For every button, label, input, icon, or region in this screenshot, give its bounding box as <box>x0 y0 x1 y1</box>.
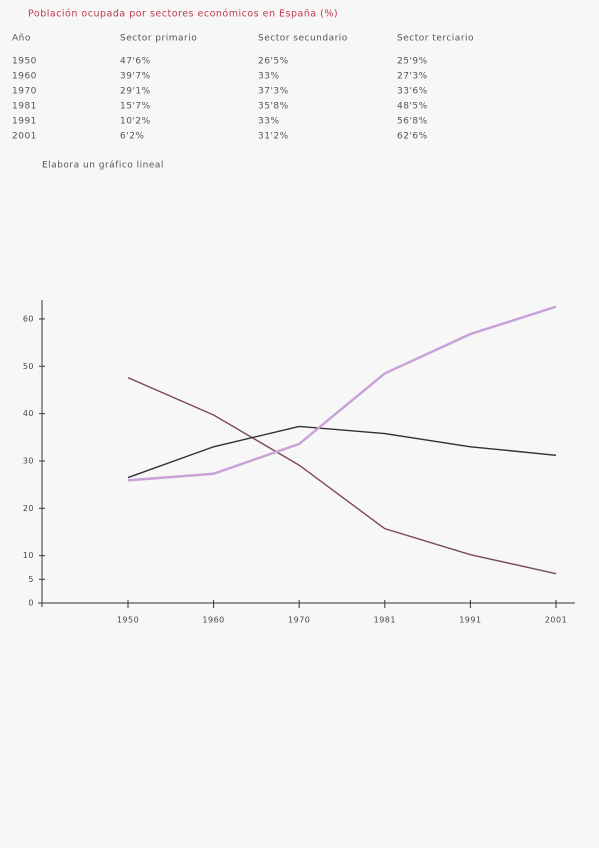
table-cell: 2001 <box>12 132 37 142</box>
table-cell: 29'1% <box>120 87 151 97</box>
series-line <box>127 425 557 479</box>
y-tick-label: 5 <box>28 575 34 584</box>
table-cell: 6'2% <box>120 132 144 142</box>
table-cell: 48'5% <box>397 102 428 112</box>
table-cell: 33'6% <box>397 87 428 97</box>
table-header: Sector secundario <box>258 34 348 44</box>
table-cell: 62'6% <box>397 132 428 142</box>
y-tick-label: 30 <box>23 456 34 465</box>
x-tick-label: 1981 <box>374 616 396 625</box>
series-line <box>127 377 557 575</box>
y-tick-label: 10 <box>23 551 34 560</box>
table-cell: 26'5% <box>258 57 289 67</box>
table-cell: 33% <box>258 72 280 82</box>
table-cell: 15'7% <box>120 102 151 112</box>
table-cell: 1960 <box>12 72 37 82</box>
y-tick-label: 20 <box>23 504 34 513</box>
table-cell: 1950 <box>12 57 37 67</box>
y-tick-label: 40 <box>23 409 34 418</box>
table-cell: 56'8% <box>397 117 428 127</box>
y-tick-label: 60 <box>23 314 34 323</box>
instruction: Elabora un gráfico lineal <box>42 161 164 171</box>
x-tick-label: 1950 <box>117 616 139 625</box>
table-header: Año <box>12 34 31 44</box>
x-tick-label: 1970 <box>288 616 310 625</box>
table-cell: 27'3% <box>397 72 428 82</box>
page-title: Población ocupada por sectores económico… <box>28 9 338 20</box>
y-tick-label: 50 <box>23 362 34 371</box>
table-header: Sector terciario <box>397 34 474 44</box>
x-tick-label: 1991 <box>459 616 481 625</box>
table-header: Sector primario <box>120 34 197 44</box>
table-cell: 37'3% <box>258 87 289 97</box>
table-cell: 1991 <box>12 117 37 127</box>
table-cell: 1970 <box>12 87 37 97</box>
table-cell: 35'8% <box>258 102 289 112</box>
table-cell: 25'9% <box>397 57 428 67</box>
table-cell: 31'2% <box>258 132 289 142</box>
series-line <box>127 305 557 482</box>
x-tick-label: 1960 <box>202 616 224 625</box>
table-cell: 33% <box>258 117 280 127</box>
table-cell: 47'6% <box>120 57 151 67</box>
table-cell: 39'7% <box>120 72 151 82</box>
y-tick-label: 0 <box>28 599 34 608</box>
table-cell: 10'2% <box>120 117 151 127</box>
table-cell: 1981 <box>12 102 37 112</box>
x-tick-label: 2001 <box>545 616 567 625</box>
